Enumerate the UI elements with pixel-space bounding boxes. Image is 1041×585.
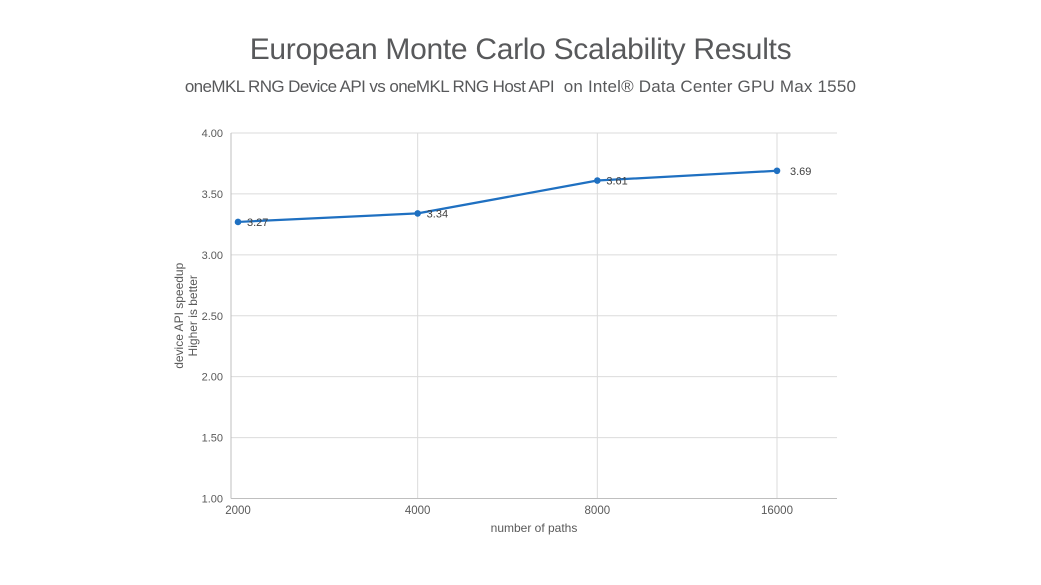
x-tick-label: 8000 <box>585 505 611 517</box>
y-tick-label: 3.50 <box>202 189 223 201</box>
data-point-marker <box>414 210 421 217</box>
data-point-marker <box>234 218 242 226</box>
x-tick-label: 16000 <box>761 505 793 517</box>
x-axis-title: number of paths <box>491 521 578 535</box>
data-point-label: 3.69 <box>790 166 811 178</box>
chart-subtitle: oneMKL RNG Device API vs oneMKL RNG Host… <box>0 77 1041 97</box>
y-axis-title: device API speedup <box>172 262 186 368</box>
data-point-label: 3.61 <box>606 176 627 188</box>
y-tick-label: 1.50 <box>202 433 223 445</box>
data-point-label: 3.34 <box>427 208 448 220</box>
y-tick-label: 3.00 <box>202 250 223 262</box>
y-axis-title: Higher is better <box>186 275 200 356</box>
data-point-marker <box>773 167 781 175</box>
y-tick-label: 2.00 <box>202 372 223 384</box>
speedup-line <box>236 169 779 224</box>
chart-title: European Monte Carlo Scalability Results <box>249 33 792 66</box>
subtitle-api-comparison: oneMKL RNG Device API vs oneMKL RNG Host… <box>184 77 555 96</box>
x-tick-label: 4000 <box>405 505 431 517</box>
y-tick-label: 4.00 <box>202 128 223 140</box>
y-tick-label: 2.50 <box>202 311 223 323</box>
data-point-marker <box>594 177 601 184</box>
x-tick-label: 2000 <box>225 505 251 517</box>
subtitle-hardware: on Intel® Data Center GPU Max 1550 <box>563 77 857 96</box>
data-point-label: 3.27 <box>247 217 268 229</box>
y-tick-label: 1.00 <box>202 494 223 506</box>
